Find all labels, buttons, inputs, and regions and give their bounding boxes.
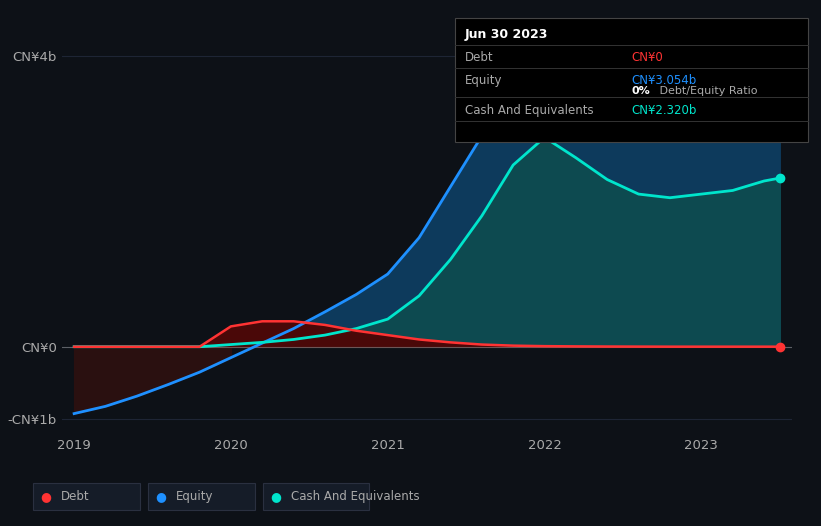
Text: ●: ● <box>40 490 52 503</box>
Text: Cash And Equivalents: Cash And Equivalents <box>465 104 594 117</box>
Text: Cash And Equivalents: Cash And Equivalents <box>291 490 420 503</box>
Text: CN¥2.320b: CN¥2.320b <box>631 104 697 117</box>
Text: Debt/Equity Ratio: Debt/Equity Ratio <box>656 86 758 96</box>
Text: Debt: Debt <box>465 52 493 64</box>
Text: ●: ● <box>270 490 282 503</box>
Text: CN¥3.054b: CN¥3.054b <box>631 74 696 87</box>
Text: Jun 30 2023: Jun 30 2023 <box>465 28 548 41</box>
Text: Equity: Equity <box>465 74 502 87</box>
Text: 0%: 0% <box>631 86 650 96</box>
Text: CN¥0: CN¥0 <box>631 52 663 64</box>
Text: ●: ● <box>155 490 167 503</box>
Text: Debt: Debt <box>61 490 89 503</box>
Text: Equity: Equity <box>176 490 213 503</box>
